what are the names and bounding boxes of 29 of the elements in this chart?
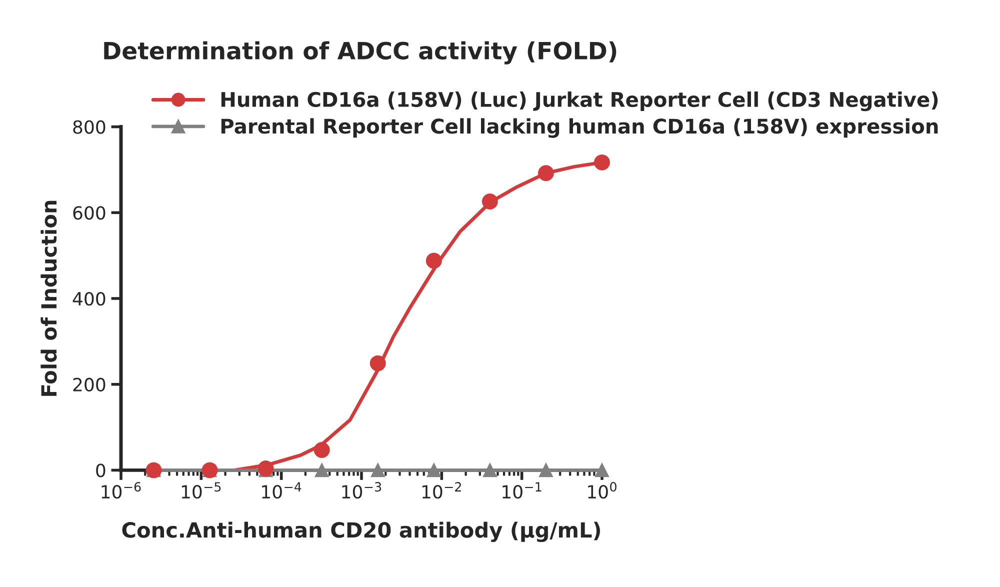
y-tick-label: 800 (73, 120, 106, 134)
point (426, 252, 442, 269)
x-tick-label: 10$^{−5}$ (182, 482, 221, 499)
legend-label: Human CD16a (158V) (Luc) Jurkat Reporter Cell (CD3 Negative) (221, 92, 938, 112)
point (482, 194, 498, 210)
x-tick-label: 10$^{0}$ (588, 482, 616, 499)
y-tick-label: 200 (73, 378, 106, 392)
y-tick-label: 600 (73, 206, 106, 220)
legend-label: Parental Reporter Cell lacking human CD16a (158V) expression (221, 118, 938, 138)
y-axis-title: Fold of Induction (40, 200, 57, 396)
x-tick-label: 10$^{−4}$ (262, 482, 302, 499)
x-tick-label: 10$^{−1}$ (502, 482, 542, 499)
x-axis-title: Conc.Anti-human CD20 antibody (µg/mL) (122, 522, 600, 542)
point (595, 463, 609, 478)
point (370, 463, 385, 478)
point (426, 463, 441, 478)
x-tick-label: 10$^{−6}$ (102, 482, 141, 499)
y-tick-label: 400 (72, 292, 106, 306)
x-tick-label: 10$^{−2}$ (422, 482, 461, 499)
x-tick-label: 10$^{−3}$ (342, 482, 382, 499)
chart-title: Determination of ADCC activity (FOLD) (104, 41, 616, 64)
point (370, 355, 386, 372)
point (314, 463, 329, 478)
point (314, 442, 330, 458)
y-tick-label: 0 (96, 464, 106, 478)
point (539, 463, 553, 478)
point (594, 154, 610, 170)
point (482, 463, 497, 478)
point (538, 165, 554, 182)
